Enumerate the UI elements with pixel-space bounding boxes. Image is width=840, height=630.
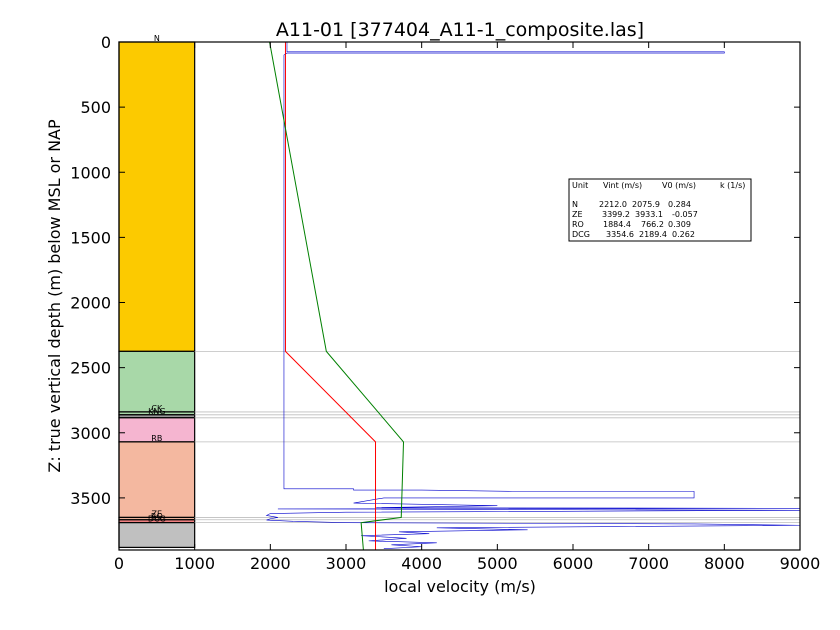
x-axis-ticks: 0 1000 2000 3000 4000 5000 6000 7000 8000 9000 (114, 42, 820, 573)
table-cell: 2189.4 (639, 230, 667, 239)
table-header-k: k (1/s) (720, 181, 745, 190)
y-axis-ticks: 0 500 1000 1500 2000 2500 3000 3500 (70, 33, 800, 508)
sonic-log-trace (265, 42, 801, 549)
x-tick-label: 6000 (553, 554, 594, 573)
unit-boundary-lines (194, 350, 800, 524)
y-tick-label: 3000 (70, 424, 111, 443)
x-tick-label: 0 (114, 554, 124, 573)
table-cell: RO (572, 220, 584, 229)
table-cell: 0.284 (668, 200, 691, 209)
table-header-unit: Unit (572, 181, 588, 190)
table-cell: 2075.9 (632, 200, 660, 209)
y-tick-label: 500 (80, 98, 111, 117)
unit-block (118, 441, 196, 519)
unit-label: RB (151, 434, 162, 443)
unit-label: CK (151, 404, 163, 413)
x-tick-label: 7000 (628, 554, 669, 573)
unit-block (118, 350, 196, 413)
table-cell: 0.262 (672, 230, 695, 239)
unit-label: RO (151, 512, 163, 521)
velocity-log-trace (265, 42, 801, 549)
velocity-series (269, 41, 405, 551)
plot-frame (118, 41, 801, 551)
table-cell: 0.309 (668, 220, 691, 229)
table-cell: 3933.1 (635, 210, 663, 219)
series-line-0 (284, 42, 377, 550)
table-header-v0: V0 (m/s) (662, 181, 696, 190)
table-cell: 2212.0 (599, 200, 627, 209)
unit-label: ZE (152, 509, 163, 518)
x-axis-title: local velocity (m/s) (384, 577, 536, 596)
table-cell: N (572, 200, 578, 209)
x-tick-label: 3000 (326, 554, 367, 573)
x-tick-label: 4000 (401, 554, 442, 573)
table-cell: 766.2 (641, 220, 664, 229)
table-cell: -0.057 (672, 210, 698, 219)
y-tick-label: 3500 (70, 489, 111, 508)
y-axis-title: Z: true vertical depth (m) below MSL or … (45, 119, 64, 473)
x-tick-label: 2000 (250, 554, 291, 573)
table-header-vint: Vint (m/s) (603, 181, 642, 190)
parameter-table: Unit Vint (m/s) V0 (m/s) k (1/s) N 2212.… (568, 178, 752, 242)
x-tick-label: 9000 (780, 554, 821, 573)
unit-block (118, 41, 196, 352)
x-tick-label: 8000 (704, 554, 745, 573)
series-line-1 (269, 41, 405, 551)
x-tick-label: 1000 (174, 554, 215, 573)
table-cell: ZE (572, 210, 583, 219)
y-tick-label: 2000 (70, 294, 111, 313)
y-tick-label: 2500 (70, 359, 111, 378)
chart-title: A11-01 [377404_A11-1_composite.las] (276, 19, 644, 41)
y-tick-label: 1000 (70, 163, 111, 182)
unit-block (118, 522, 196, 548)
table-cell: 3399.2 (602, 210, 630, 219)
parameter-table-box (568, 178, 752, 242)
table-cell: 1884.4 (603, 220, 631, 229)
y-tick-label: 1500 (70, 228, 111, 247)
x-tick-label: 5000 (477, 554, 518, 573)
y-tick-label: 0 (101, 33, 111, 52)
unit-label: DCG (148, 515, 166, 524)
unit-label: N (154, 34, 160, 43)
unit-label: KNG (148, 407, 165, 416)
unit-block (118, 417, 196, 443)
table-cell: 3354.6 (606, 230, 634, 239)
table-cell: DCG (572, 230, 590, 239)
